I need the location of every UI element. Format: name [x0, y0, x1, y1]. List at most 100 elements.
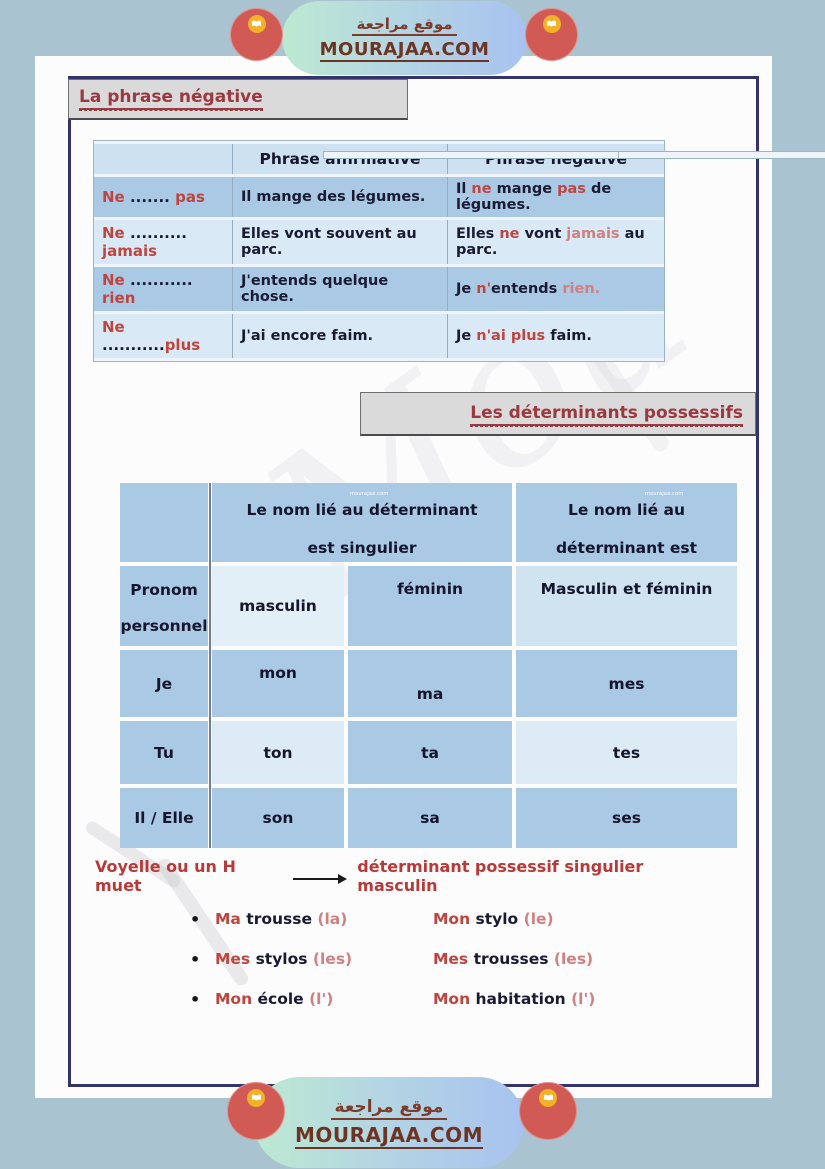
affirmative-sentence: Elles vont souvent au parc. [233, 220, 448, 264]
text-part: pas [557, 181, 591, 197]
possessive-table: Le nom lié au déterminant est singulier … [120, 483, 737, 848]
text-part: de légumes. [456, 181, 612, 213]
text-part: Mes [215, 950, 251, 968]
table-column-divider [209, 483, 211, 848]
banner-site-name: MOURAJAA.COM [319, 38, 490, 62]
corner-cell [94, 144, 233, 174]
text-part: (la) [317, 910, 348, 928]
section-title-text: Les déterminants possessifs [470, 403, 743, 427]
text-part: mange [496, 181, 558, 197]
site-banner-bottom: موقع مراجعة MOURAJAA.COM [254, 1077, 524, 1168]
affirmative-sentence: J'entends quelque chose. [233, 267, 448, 311]
negation-label: Ne ........... rien [94, 267, 233, 311]
text-part: plus [510, 328, 551, 344]
bullet-icon: • [190, 989, 201, 1009]
bullet-icon: • [190, 949, 201, 969]
text-part: jamais [102, 242, 158, 260]
text-part: .......... [129, 224, 187, 242]
text-part: rien. [562, 281, 601, 297]
pronoun-cell: Il / Elle [120, 788, 208, 848]
text-part: Ne [102, 188, 130, 206]
affirmative-sentence: J'ai encore faim. [233, 314, 448, 358]
negation-label: Ne ...........plus [94, 314, 233, 358]
text-part: Mon [215, 990, 253, 1008]
arrow-right-icon [293, 874, 348, 884]
text-part: trousse [240, 910, 318, 928]
table-row: Ne ...........plus J'ai encore faim. Je … [94, 314, 664, 358]
text-part: stylos [250, 950, 313, 968]
text-part: stylo [470, 910, 524, 928]
determiner-cell: ses [516, 788, 737, 848]
text-part: jamais [566, 226, 625, 242]
text-part: Mes [433, 950, 469, 968]
bullet-icon: • [190, 909, 201, 929]
table-row: Ne ....... pas Il mange des légumes. Il … [94, 177, 664, 217]
example-item: Mes trousses (les) [433, 950, 595, 968]
determiner-cell: ta [348, 721, 512, 784]
text-part: au parc. [456, 226, 645, 258]
determiner-cell: tes [516, 721, 737, 784]
text-part: Mon [433, 910, 471, 928]
determiner-cell: mes [516, 650, 737, 717]
example-item: Ma trousse (la) [215, 910, 433, 928]
pronoun-cell: Je [120, 650, 208, 717]
text-part: Elles [456, 226, 500, 242]
negation-label: Ne .......... jamais [94, 220, 233, 264]
text-part: plus [164, 336, 201, 354]
negative-sentence: Il ne mange pas de légumes. [448, 177, 664, 217]
book-icon [542, 15, 561, 33]
text-part: n'ai [476, 328, 511, 344]
header-masculine: masculin [212, 566, 344, 646]
text-part: école [252, 990, 310, 1008]
determiner-cell: mon [212, 650, 344, 717]
text-part: trousses [468, 950, 554, 968]
section-title-determinants-possessifs: Les déterminants possessifs [360, 392, 756, 436]
text-part: (les) [553, 950, 594, 968]
rule-left-text: Voyelle ou un H muet [95, 857, 236, 895]
determiner-cell: son [212, 788, 344, 848]
book-icon [539, 1089, 557, 1107]
text-part: ne [471, 181, 497, 197]
header-pronoun: Pronom personnel [120, 566, 208, 646]
site-logo-icon: موقع مراجعة mourajaa.com [230, 8, 825, 497]
site-logo-icon: موقع مراجعة mourajaa.com [227, 1082, 285, 1140]
text-part: (l') [571, 990, 596, 1008]
negative-sentence: Je n'entends rien. [448, 267, 664, 311]
banner-arabic-title: موقع مراجعة [352, 15, 457, 36]
determiner-cell: sa [348, 788, 512, 848]
text-part: ........... [102, 336, 165, 354]
example-item: Mon école (l') [215, 990, 433, 1008]
text-part: Il [456, 181, 472, 197]
text-part: Je [456, 328, 477, 344]
text-part: Je [456, 281, 477, 297]
site-logo-icon: موقع مراجعة mourajaa.com [519, 1082, 577, 1140]
text-part: Ne [102, 271, 130, 289]
text-part: Ne [102, 224, 130, 242]
site-banner-top: موقع مراجعة MOURAJAA.COM [282, 1, 527, 75]
header-feminine: féminin [348, 566, 512, 646]
logo-arabic-text: موقع مراجعة [323, 151, 825, 159]
text-part: ne [499, 226, 525, 242]
determiner-cell: ma [348, 650, 512, 717]
text-part: (l') [309, 990, 334, 1008]
negative-sentence: Je n'ai plus faim. [448, 314, 664, 358]
text-part: (les) [312, 950, 353, 968]
text-part: pas [175, 188, 205, 206]
negation-label: Ne ....... pas [94, 177, 233, 217]
table-header-row: Phrase affirmative Phrase négative [94, 144, 664, 174]
grammar-rule-line: Voyelle ou un H muet déterminant possess… [95, 857, 720, 895]
table-row: Ne .......... jamais Elles vont souvent … [94, 220, 664, 264]
text-part: vont [524, 226, 567, 242]
negative-sentence: Elles ne vont jamais au parc. [448, 220, 664, 264]
pronoun-cell: Tu [120, 721, 208, 784]
corner-cell [120, 483, 208, 562]
affirmative-sentence: Il mange des légumes. [233, 177, 448, 217]
text-part: Mon [433, 990, 471, 1008]
logo-site-text: mourajaa.com [350, 491, 389, 497]
example-item: Mon stylo (le) [433, 910, 595, 928]
banner-site-name: MOURAJAA.COM [295, 1122, 483, 1149]
text-part: habitation [470, 990, 572, 1008]
text-part: Ma [215, 910, 241, 928]
text-part: (le) [523, 910, 554, 928]
